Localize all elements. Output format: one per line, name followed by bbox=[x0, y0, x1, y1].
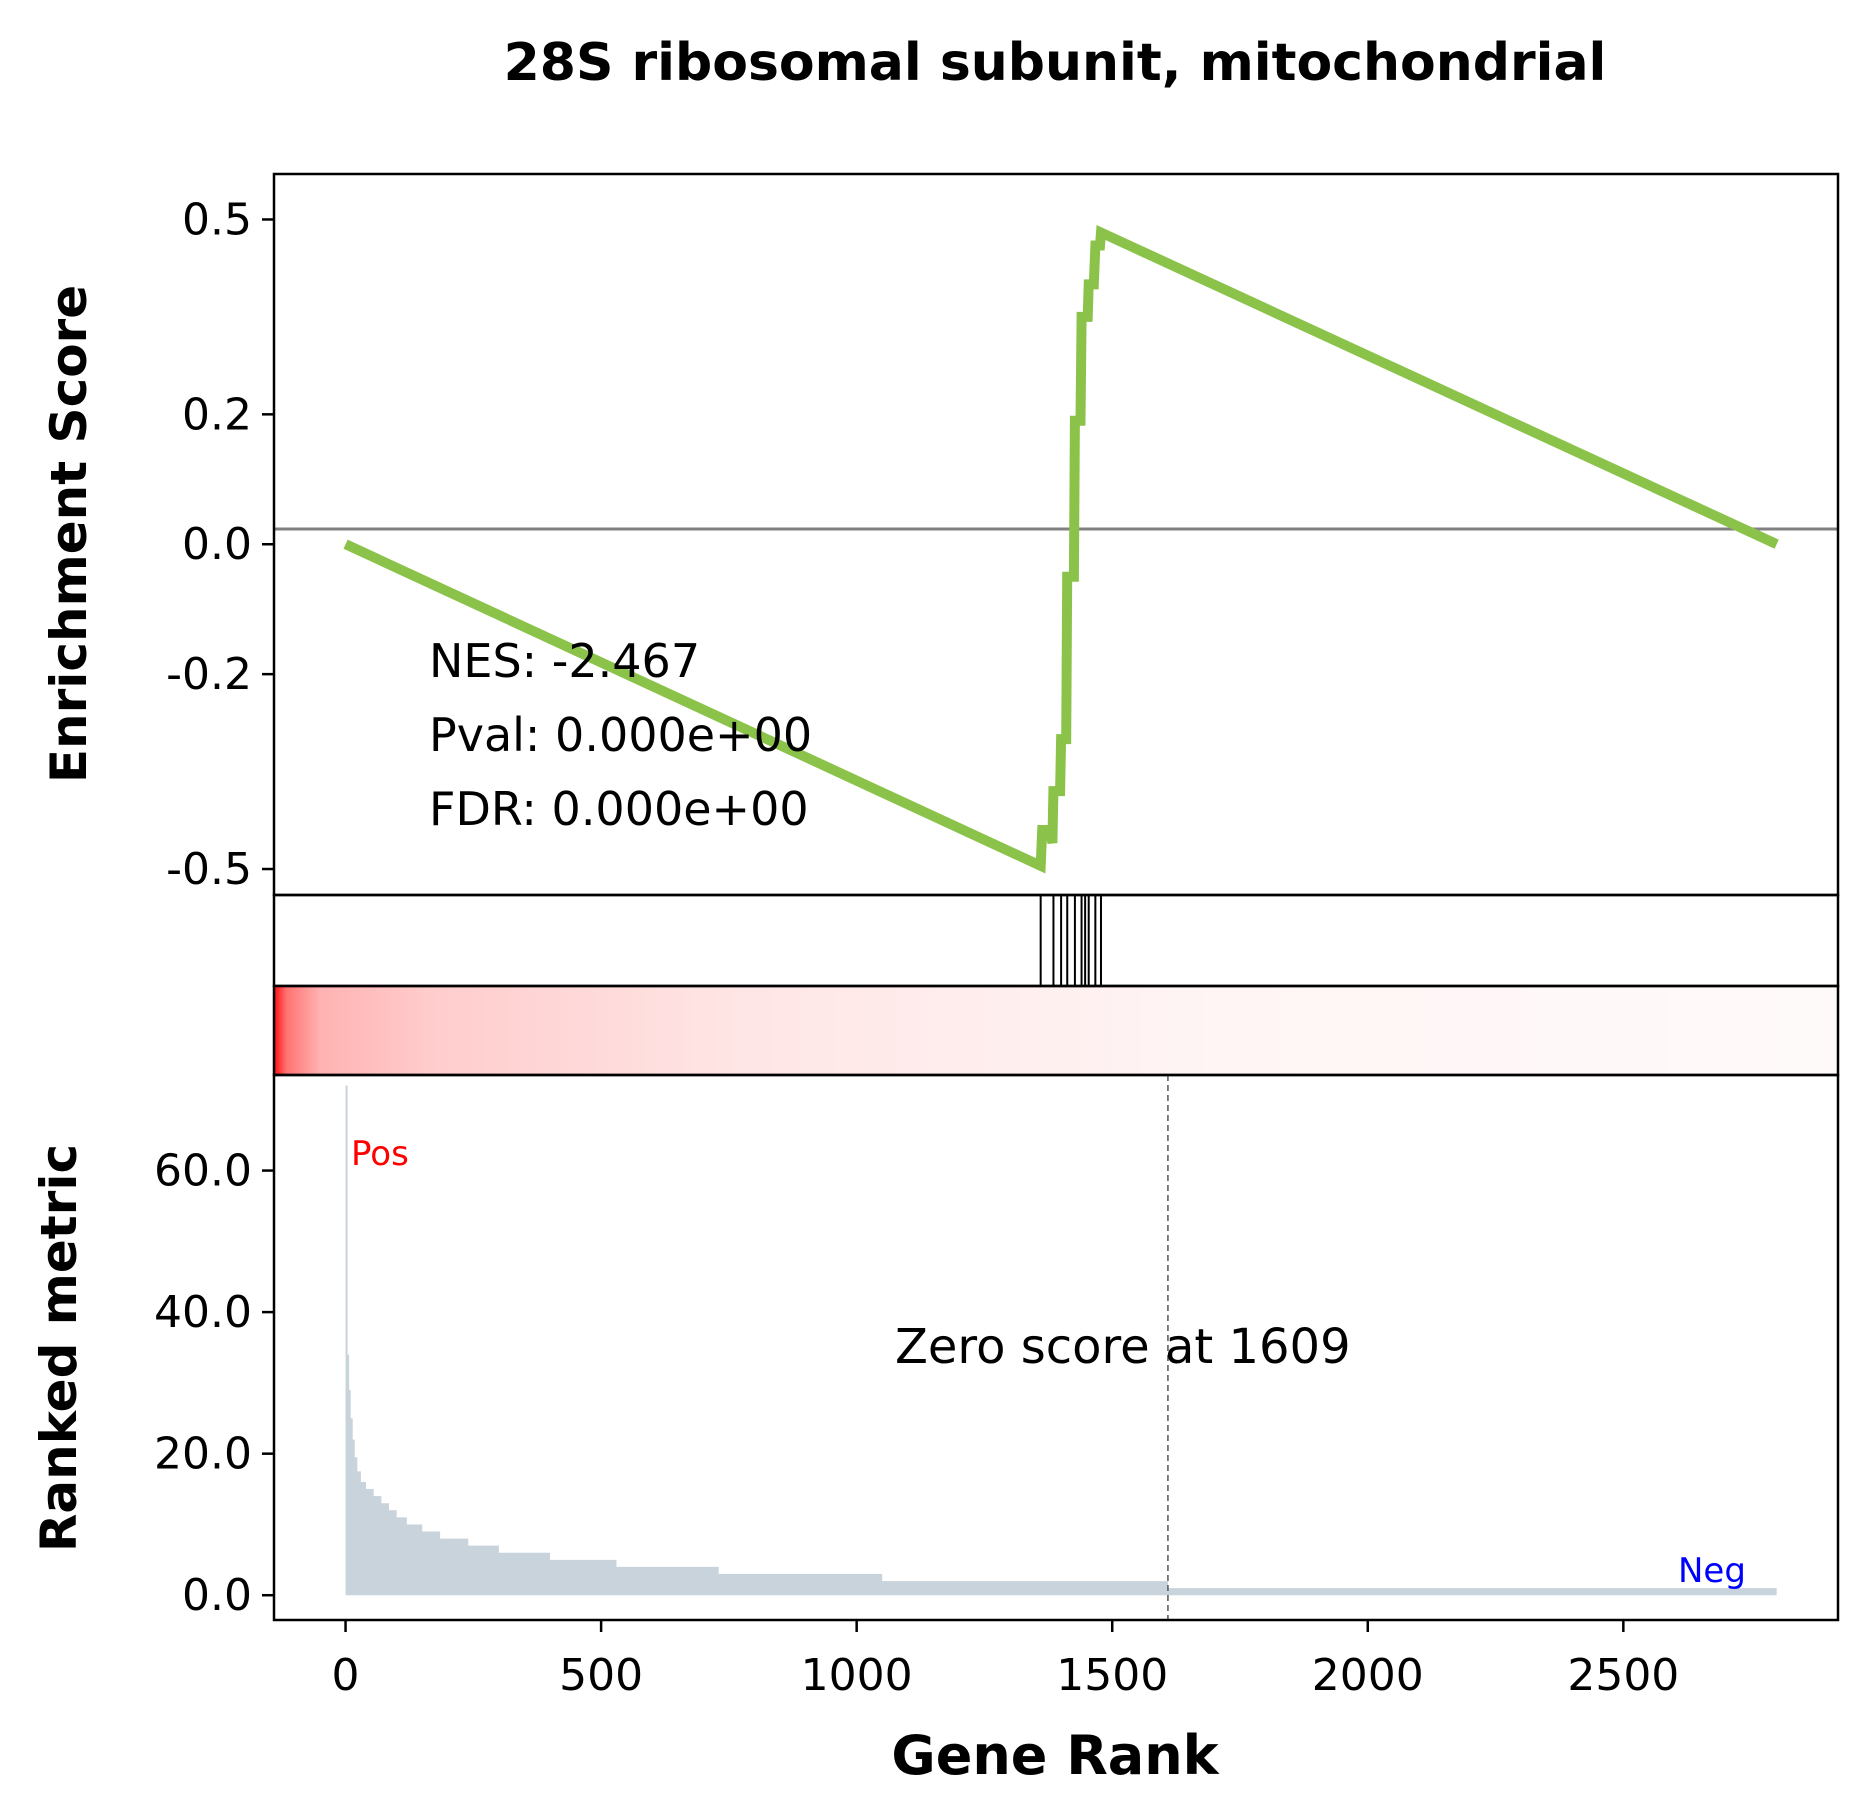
nes-annotation: NES: -2.467 bbox=[429, 634, 700, 688]
es-y-axis-ticks: 0.5 0.2 0.0 -0.2 -0.5 bbox=[166, 194, 274, 895]
fdr-annotation: FDR: 0.000e+00 bbox=[429, 782, 809, 836]
gene-hit-lines bbox=[1039, 895, 1102, 986]
es-y-tick-label: 0.5 bbox=[182, 194, 252, 245]
chart-title: 28S ribosomal subunit, mitochondrial bbox=[504, 33, 1607, 93]
pos-label: Pos bbox=[351, 1134, 409, 1174]
es-y-tick-label: 0.2 bbox=[182, 389, 252, 440]
ranked-metric-panel: Zero score at 1609 Pos Neg 0.0 20.0 40.0 60… bbox=[30, 1073, 1840, 1787]
x-tick-label: 1000 bbox=[801, 1650, 913, 1701]
es-y-tick-label: -0.5 bbox=[166, 844, 252, 895]
es-y-tick-label: 0.0 bbox=[182, 519, 252, 570]
neg-label: Neg bbox=[1678, 1551, 1746, 1591]
rm-y-axis-ticks: 0.0 20.0 40.0 60.0 bbox=[154, 1146, 274, 1621]
x-tick-label: 2500 bbox=[1567, 1650, 1679, 1701]
rm-y-tick-label: 60.0 bbox=[154, 1146, 252, 1197]
rm-y-tick-label: 0.0 bbox=[182, 1570, 252, 1621]
x-axis-ticks: 0 500 1000 1500 2000 2500 bbox=[332, 1620, 1679, 1701]
enrichment-score-line bbox=[343, 224, 1779, 874]
x-tick-label: 1500 bbox=[1056, 1650, 1168, 1701]
hits-panel bbox=[272, 893, 1840, 988]
zero-score-label: Zero score at 1609 bbox=[895, 1319, 1351, 1375]
rank-heatmap bbox=[274, 986, 1838, 1075]
rm-y-tick-label: 40.0 bbox=[154, 1287, 252, 1338]
es-y-tick-label: -0.2 bbox=[166, 649, 252, 700]
hits-panel-frame bbox=[272, 893, 1840, 988]
rm-y-tick-label: 20.0 bbox=[154, 1429, 252, 1480]
es-y-axis-label: Enrichment Score bbox=[40, 285, 98, 783]
rm-y-axis-label: Ranked metric bbox=[30, 1144, 88, 1552]
x-tick-label: 2000 bbox=[1312, 1650, 1424, 1701]
enrichment-panel: 0.5 0.2 0.0 -0.2 -0.5 NES: -2.467 Pval: 0.00… bbox=[40, 172, 1840, 897]
x-tick-label: 0 bbox=[332, 1650, 360, 1701]
pval-annotation: Pval: 0.000e+00 bbox=[429, 708, 812, 762]
x-tick-label: 500 bbox=[559, 1650, 643, 1701]
x-axis-label: Gene Rank bbox=[891, 1724, 1219, 1787]
rm-panel-frame bbox=[272, 1073, 1840, 1622]
